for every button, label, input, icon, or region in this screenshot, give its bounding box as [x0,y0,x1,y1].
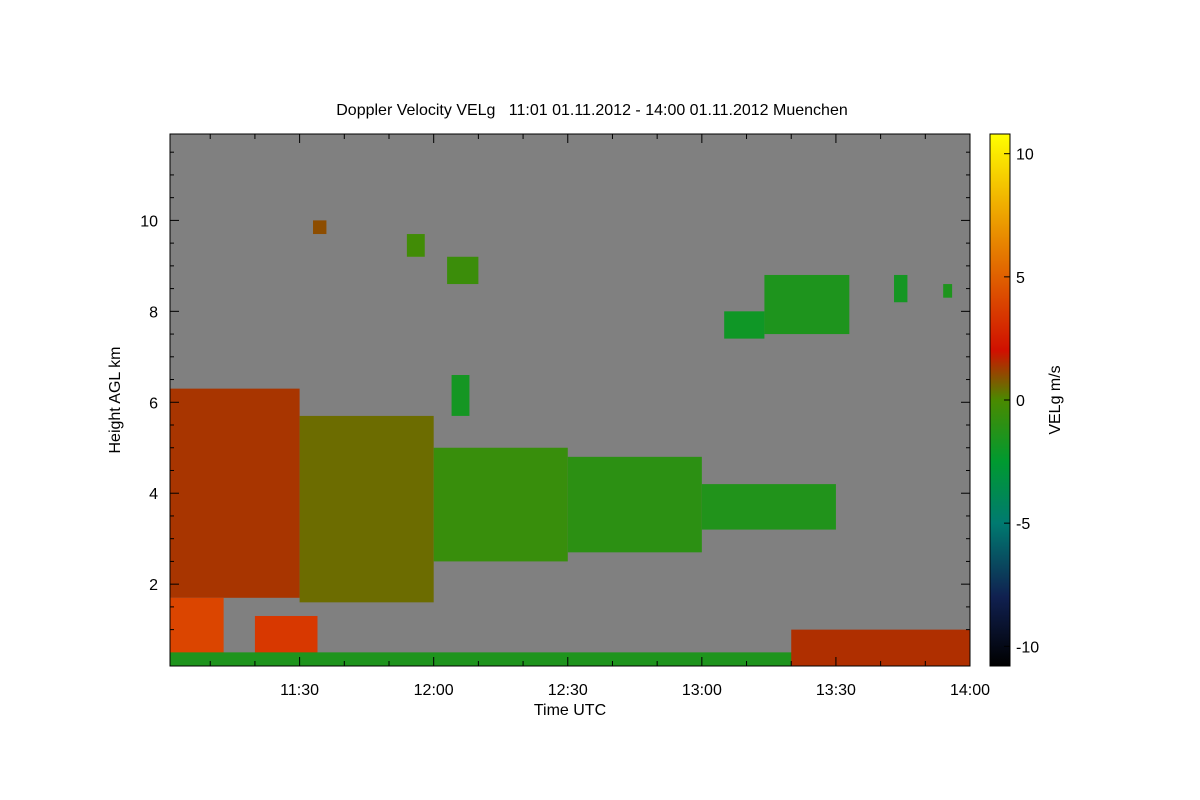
y-axis: 2 4 6 8 10 [140,151,970,631]
velocity-regions [170,220,970,666]
velocity-region [943,284,953,298]
x-tick-label: 13:30 [816,682,856,699]
velocity-region [406,234,425,257]
colorbar-tick-label: -10 [1016,639,1039,656]
plot-area [169,133,971,667]
velocity-region [433,447,568,562]
velocity-region [724,311,765,339]
y-tick-label: 2 [149,577,158,594]
velocity-region [764,274,850,335]
velocity-region [170,652,970,666]
x-tick-label: 14:00 [950,682,990,699]
velocity-region [299,415,434,603]
velocity-region [791,629,970,666]
plot-frame [169,133,971,667]
colorbar-label: VELg m/s [1047,365,1064,434]
colorbar-tick-label: 0 [1016,393,1025,410]
velocity-region [894,274,908,303]
y-tick-label: 4 [149,486,158,503]
x-tick-label: 11:30 [280,682,319,699]
x-axis: 11:30 12:00 12:30 13:00 13:30 14:00 [209,134,990,699]
colorbar-tick-label: -5 [1016,516,1030,533]
velocity-region [170,388,300,598]
colorbar-tick-label: 5 [1016,270,1025,287]
x-tick-label: 13:00 [682,682,722,699]
x-tick-label: 12:00 [414,682,454,699]
colorbar-tick-label: 10 [1016,147,1034,164]
velocity-region [451,374,470,416]
y-tick-label: 8 [149,304,158,321]
y-tick-label: 6 [149,395,158,412]
colorbar-ticks: 10 5 0 -5 -10 [1004,147,1039,656]
velocity-region [447,256,479,285]
x-tick-label: 12:30 [548,682,588,699]
y-axis-label: Height AGL km [107,346,124,453]
velocity-region [701,484,836,530]
x-axis-label: Time UTC [534,702,606,719]
y-tick-label: 10 [140,213,158,230]
velocity-region [313,220,327,235]
colorbar: 10 5 0 -5 -10 VELg m/s [989,133,1064,667]
chart-title: Doppler Velocity VELg 11:01 01.11.2012 -… [336,102,847,119]
velocity-region [567,456,702,553]
